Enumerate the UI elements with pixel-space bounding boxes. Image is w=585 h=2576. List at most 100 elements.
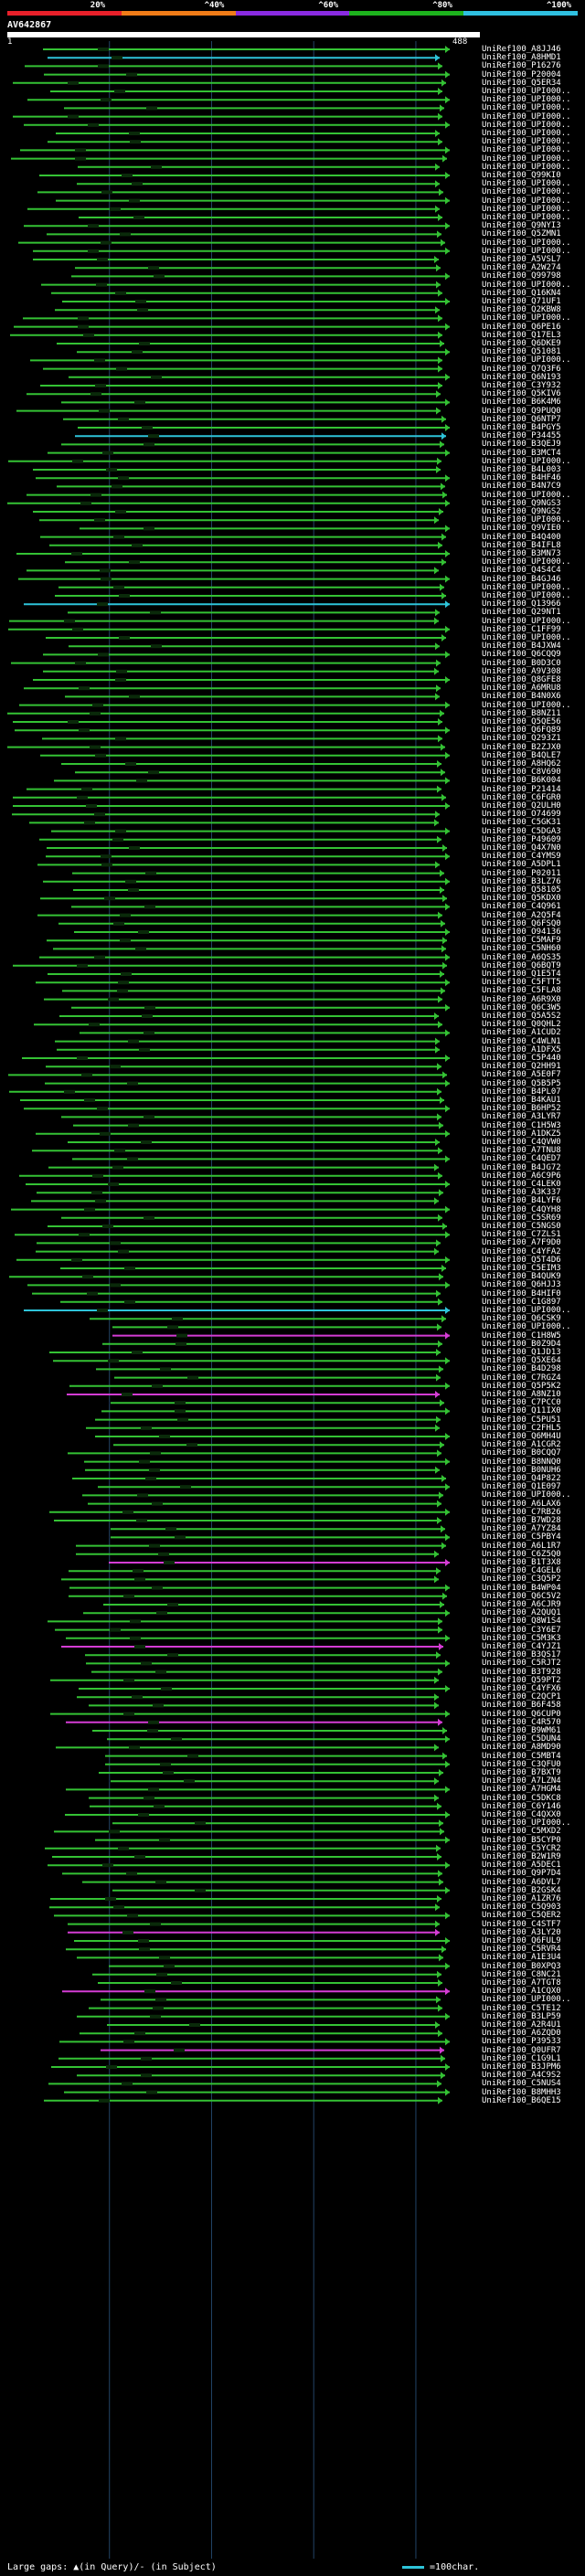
hit-label[interactable]: UniRef100_B3JPM6 <box>482 2062 561 2072</box>
hit-label[interactable]: UniRef100_UPI000.. <box>482 179 571 189</box>
hit-alignment[interactable] <box>37 188 443 196</box>
hit-alignment[interactable] <box>13 793 446 801</box>
hit-alignment[interactable] <box>44 2096 442 2104</box>
hit-alignment[interactable] <box>77 1693 439 1701</box>
hit-label[interactable]: UniRef100_C4WLN1 <box>482 1036 561 1046</box>
hit-label[interactable]: UniRef100_C4QED7 <box>482 1154 561 1164</box>
hit-label[interactable]: UniRef100_P49609 <box>482 834 561 844</box>
hit-label[interactable]: UniRef100_Q8W1S4 <box>482 1617 561 1627</box>
hit-label[interactable]: UniRef100_UPI000.. <box>482 355 571 366</box>
hit-alignment[interactable] <box>36 979 450 987</box>
hit-alignment[interactable] <box>56 196 450 205</box>
hit-alignment[interactable] <box>65 693 440 701</box>
hit-label[interactable]: UniRef100_C5MAF9 <box>482 936 561 946</box>
hit-label[interactable]: UniRef100_C3Q5P2 <box>482 1574 561 1585</box>
hit-alignment[interactable] <box>39 953 450 961</box>
hit-alignment[interactable] <box>77 348 450 356</box>
hit-alignment[interactable] <box>68 1928 440 1936</box>
hit-alignment[interactable] <box>92 1727 447 1734</box>
hit-label[interactable]: UniRef100_Q2HH91 <box>482 1062 561 1072</box>
hit-alignment[interactable] <box>51 289 442 297</box>
hit-label[interactable]: UniRef100_UPI000.. <box>482 490 571 500</box>
hit-label[interactable]: UniRef100_Q9NGS3 <box>482 498 561 508</box>
hit-label[interactable]: UniRef100_B3T928 <box>482 1667 561 1677</box>
hit-label[interactable]: UniRef100_C1G9L1 <box>482 2053 561 2063</box>
hit-label[interactable]: UniRef100_UPI000.. <box>482 591 571 600</box>
hit-alignment[interactable] <box>7 499 450 507</box>
hit-alignment[interactable] <box>73 1121 443 1129</box>
hit-label[interactable]: UniRef100_UPI000.. <box>482 103 571 113</box>
hit-label[interactable]: UniRef100_A1CGR2 <box>482 1440 561 1450</box>
hit-alignment[interactable] <box>47 230 441 239</box>
hit-label[interactable]: UniRef100_C4QXX0 <box>482 1810 561 1819</box>
hit-label[interactable]: UniRef100_B4QLE7 <box>482 750 561 760</box>
hit-label[interactable]: UniRef100_Q6N193 <box>482 372 561 382</box>
hit-alignment[interactable] <box>39 516 439 525</box>
hit-alignment[interactable] <box>19 1171 442 1180</box>
hit-alignment[interactable] <box>27 205 440 213</box>
hit-alignment[interactable] <box>77 2012 450 2020</box>
hit-label[interactable]: UniRef100_Q6NTP7 <box>482 414 561 424</box>
hit-label[interactable]: UniRef100_Q5ZMN1 <box>482 229 561 239</box>
hit-alignment[interactable] <box>82 1491 443 1500</box>
hit-alignment[interactable] <box>46 634 446 641</box>
hit-alignment[interactable] <box>43 365 442 373</box>
hit-label[interactable]: UniRef100_B4HF46 <box>482 473 561 483</box>
hit-alignment[interactable] <box>13 112 442 121</box>
hit-alignment[interactable] <box>68 609 440 617</box>
hit-label[interactable]: UniRef100_Q9NYI3 <box>482 221 561 231</box>
hit-alignment[interactable] <box>27 1281 450 1289</box>
hit-label[interactable]: UniRef100_C5DUN4 <box>482 1734 561 1744</box>
hit-alignment[interactable] <box>8 625 450 633</box>
hit-label[interactable]: UniRef100_Q5XE64 <box>482 1356 561 1366</box>
hit-label[interactable]: UniRef100_C4QVW0 <box>482 1138 561 1147</box>
hit-alignment[interactable] <box>29 819 439 827</box>
hit-label[interactable]: UniRef100_C6Y146 <box>482 1801 561 1811</box>
hit-alignment[interactable] <box>55 1037 440 1045</box>
hit-alignment[interactable] <box>66 1634 450 1642</box>
hit-alignment[interactable] <box>69 642 440 651</box>
hit-label[interactable]: UniRef100_B4PL07 <box>482 1087 561 1097</box>
hit-label[interactable]: UniRef100_Q9P7D4 <box>482 1869 561 1879</box>
hit-label[interactable]: UniRef100_A5E0F7 <box>482 1070 561 1080</box>
hit-alignment[interactable] <box>47 844 447 852</box>
hit-label[interactable]: UniRef100_C5TE12 <box>482 2003 561 2013</box>
hit-alignment[interactable] <box>75 432 446 440</box>
hit-alignment[interactable] <box>39 172 450 179</box>
hit-alignment[interactable] <box>24 1105 450 1113</box>
hit-label[interactable]: UniRef100_UPI000.. <box>482 616 571 626</box>
hit-label[interactable]: UniRef100_C5YCR2 <box>482 1843 561 1853</box>
hit-label[interactable]: UniRef100_UPI000.. <box>482 120 571 130</box>
hit-alignment[interactable] <box>74 1937 450 1945</box>
hit-label[interactable]: UniRef100_A6ZQD0 <box>482 2029 561 2039</box>
hit-label[interactable]: UniRef100_B6QE15 <box>482 2095 561 2105</box>
hit-label[interactable]: UniRef100_Q6DKE9 <box>482 339 561 348</box>
hit-label[interactable]: UniRef100_B6HP52 <box>482 1104 561 1114</box>
hit-label[interactable]: UniRef100_C5GK31 <box>482 818 561 828</box>
hit-alignment[interactable] <box>62 987 445 995</box>
hit-alignment[interactable] <box>69 1382 450 1390</box>
hit-alignment[interactable] <box>48 1223 447 1230</box>
hit-alignment[interactable] <box>49 541 442 549</box>
hit-alignment[interactable] <box>20 1097 444 1104</box>
hit-alignment[interactable] <box>59 1012 439 1020</box>
hit-alignment[interactable] <box>74 928 450 936</box>
hit-alignment[interactable] <box>54 1912 450 1920</box>
hit-label[interactable]: UniRef100_C2FHL5 <box>482 1423 561 1433</box>
hit-alignment[interactable] <box>43 667 439 675</box>
hit-alignment[interactable] <box>18 575 450 583</box>
hit-alignment[interactable] <box>9 617 439 625</box>
hit-label[interactable]: UniRef100_B9WM61 <box>482 1726 561 1735</box>
hit-label[interactable]: UniRef100_B3MN73 <box>482 549 561 558</box>
hit-alignment[interactable] <box>13 79 446 87</box>
hit-alignment[interactable] <box>18 239 445 247</box>
hit-alignment[interactable] <box>60 1298 442 1306</box>
hit-alignment[interactable] <box>101 1996 441 2004</box>
hit-label[interactable]: UniRef100_Q5P5K2 <box>482 1381 561 1391</box>
hit-label[interactable]: UniRef100_A6R9X0 <box>482 994 561 1004</box>
hit-label[interactable]: UniRef100_UPI000.. <box>482 1995 571 2005</box>
hit-alignment[interactable] <box>68 1920 440 1928</box>
hit-label[interactable]: UniRef100_UPI000.. <box>482 137 571 147</box>
hit-label[interactable]: UniRef100_Q6C5V2 <box>482 1591 561 1601</box>
hit-label[interactable]: UniRef100_Q16KN4 <box>482 288 561 298</box>
